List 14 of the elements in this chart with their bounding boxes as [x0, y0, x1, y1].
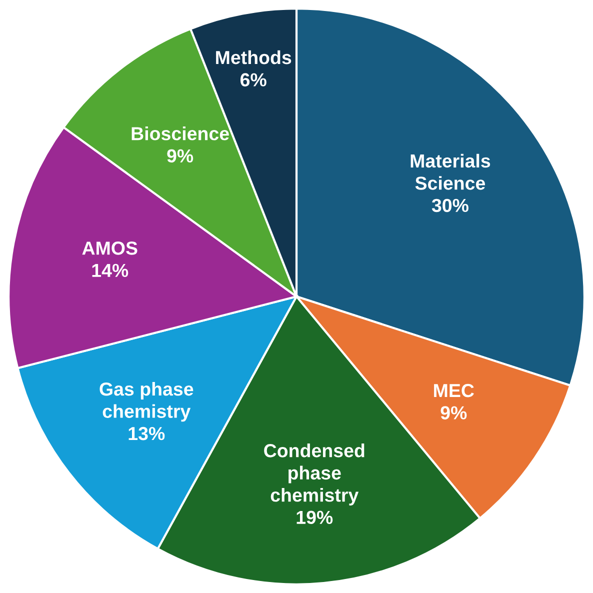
data-label: 13%: [128, 426, 165, 440]
data-label: 9%: [440, 406, 467, 420]
slice-label: Condensed phase chemistry: [264, 444, 364, 506]
data-label: 30%: [432, 198, 468, 212]
slice-label: Gas phase chemistry: [100, 382, 194, 422]
data-label: 6%: [240, 73, 266, 86]
slice-label: AMOS: [82, 242, 138, 255]
data-label: 19%: [296, 510, 333, 524]
slice-label: Materials Science: [410, 154, 490, 190]
data-label: 14%: [92, 264, 128, 278]
slice-label: MEC: [434, 384, 474, 398]
slice-label: Bioscience: [132, 126, 229, 140]
data-label: 9%: [167, 149, 194, 163]
slice-label: Methods: [216, 50, 292, 64]
